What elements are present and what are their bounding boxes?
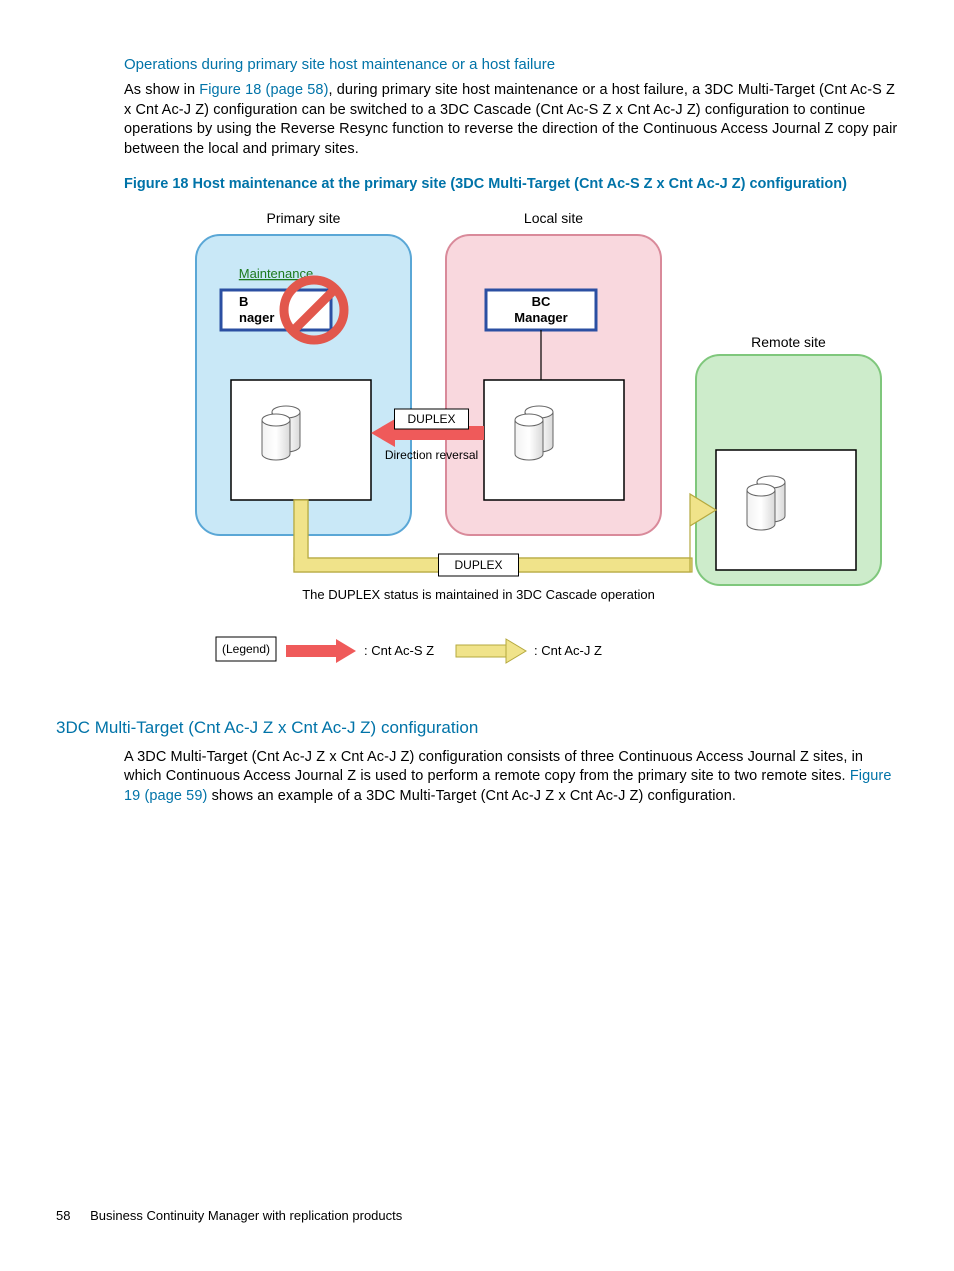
svg-text:(Legend): (Legend) [222,642,270,656]
section2-heading: 3DC Multi-Target (Cnt Ac-J Z x Cnt Ac-J … [56,718,898,738]
svg-text:B: B [239,294,248,309]
figure-caption: Figure 18 Host maintenance at the primar… [124,175,898,195]
svg-text:DUPLEX: DUPLEX [454,558,502,572]
page-number: 58 [56,1208,70,1223]
svg-text:Direction reversal: Direction reversal [385,448,478,462]
section1-paragraph: As show in Figure 18 (page 58), during p… [124,81,898,159]
svg-text:Primary site: Primary site [267,210,341,226]
svg-text:DUPLEX: DUPLEX [407,412,455,426]
svg-text:: Cnt Ac-J Z: : Cnt Ac-J Z [534,643,602,658]
svg-text:nager: nager [239,310,274,325]
section1-heading: Operations during primary site host main… [124,56,898,73]
page-footer: 58 Business Continuity Manager with repl… [56,1208,402,1223]
svg-text:BC: BC [532,294,551,309]
para2-pre: A 3DC Multi-Target (Cnt Ac-J Z x Cnt Ac-… [124,749,863,785]
footer-title: Business Continuity Manager with replica… [90,1208,402,1223]
svg-text:Manager: Manager [514,310,567,325]
section2-paragraph: A 3DC Multi-Target (Cnt Ac-J Z x Cnt Ac-… [124,748,898,807]
svg-text:Remote site: Remote site [751,334,826,350]
figure-18-diagram: Primary siteLocal siteRemote siteMainten… [186,205,898,690]
figure18-link[interactable]: Figure 18 (page 58) [199,82,328,98]
para2-post: shows an example of a 3DC Multi-Target (… [207,788,736,804]
svg-text:: Cnt Ac-S Z: : Cnt Ac-S Z [364,643,434,658]
svg-text:Local site: Local site [524,210,583,226]
para1-pre: As show in [124,82,199,98]
svg-text:The DUPLEX status is maintaine: The DUPLEX status is maintained in 3DC C… [302,587,655,602]
